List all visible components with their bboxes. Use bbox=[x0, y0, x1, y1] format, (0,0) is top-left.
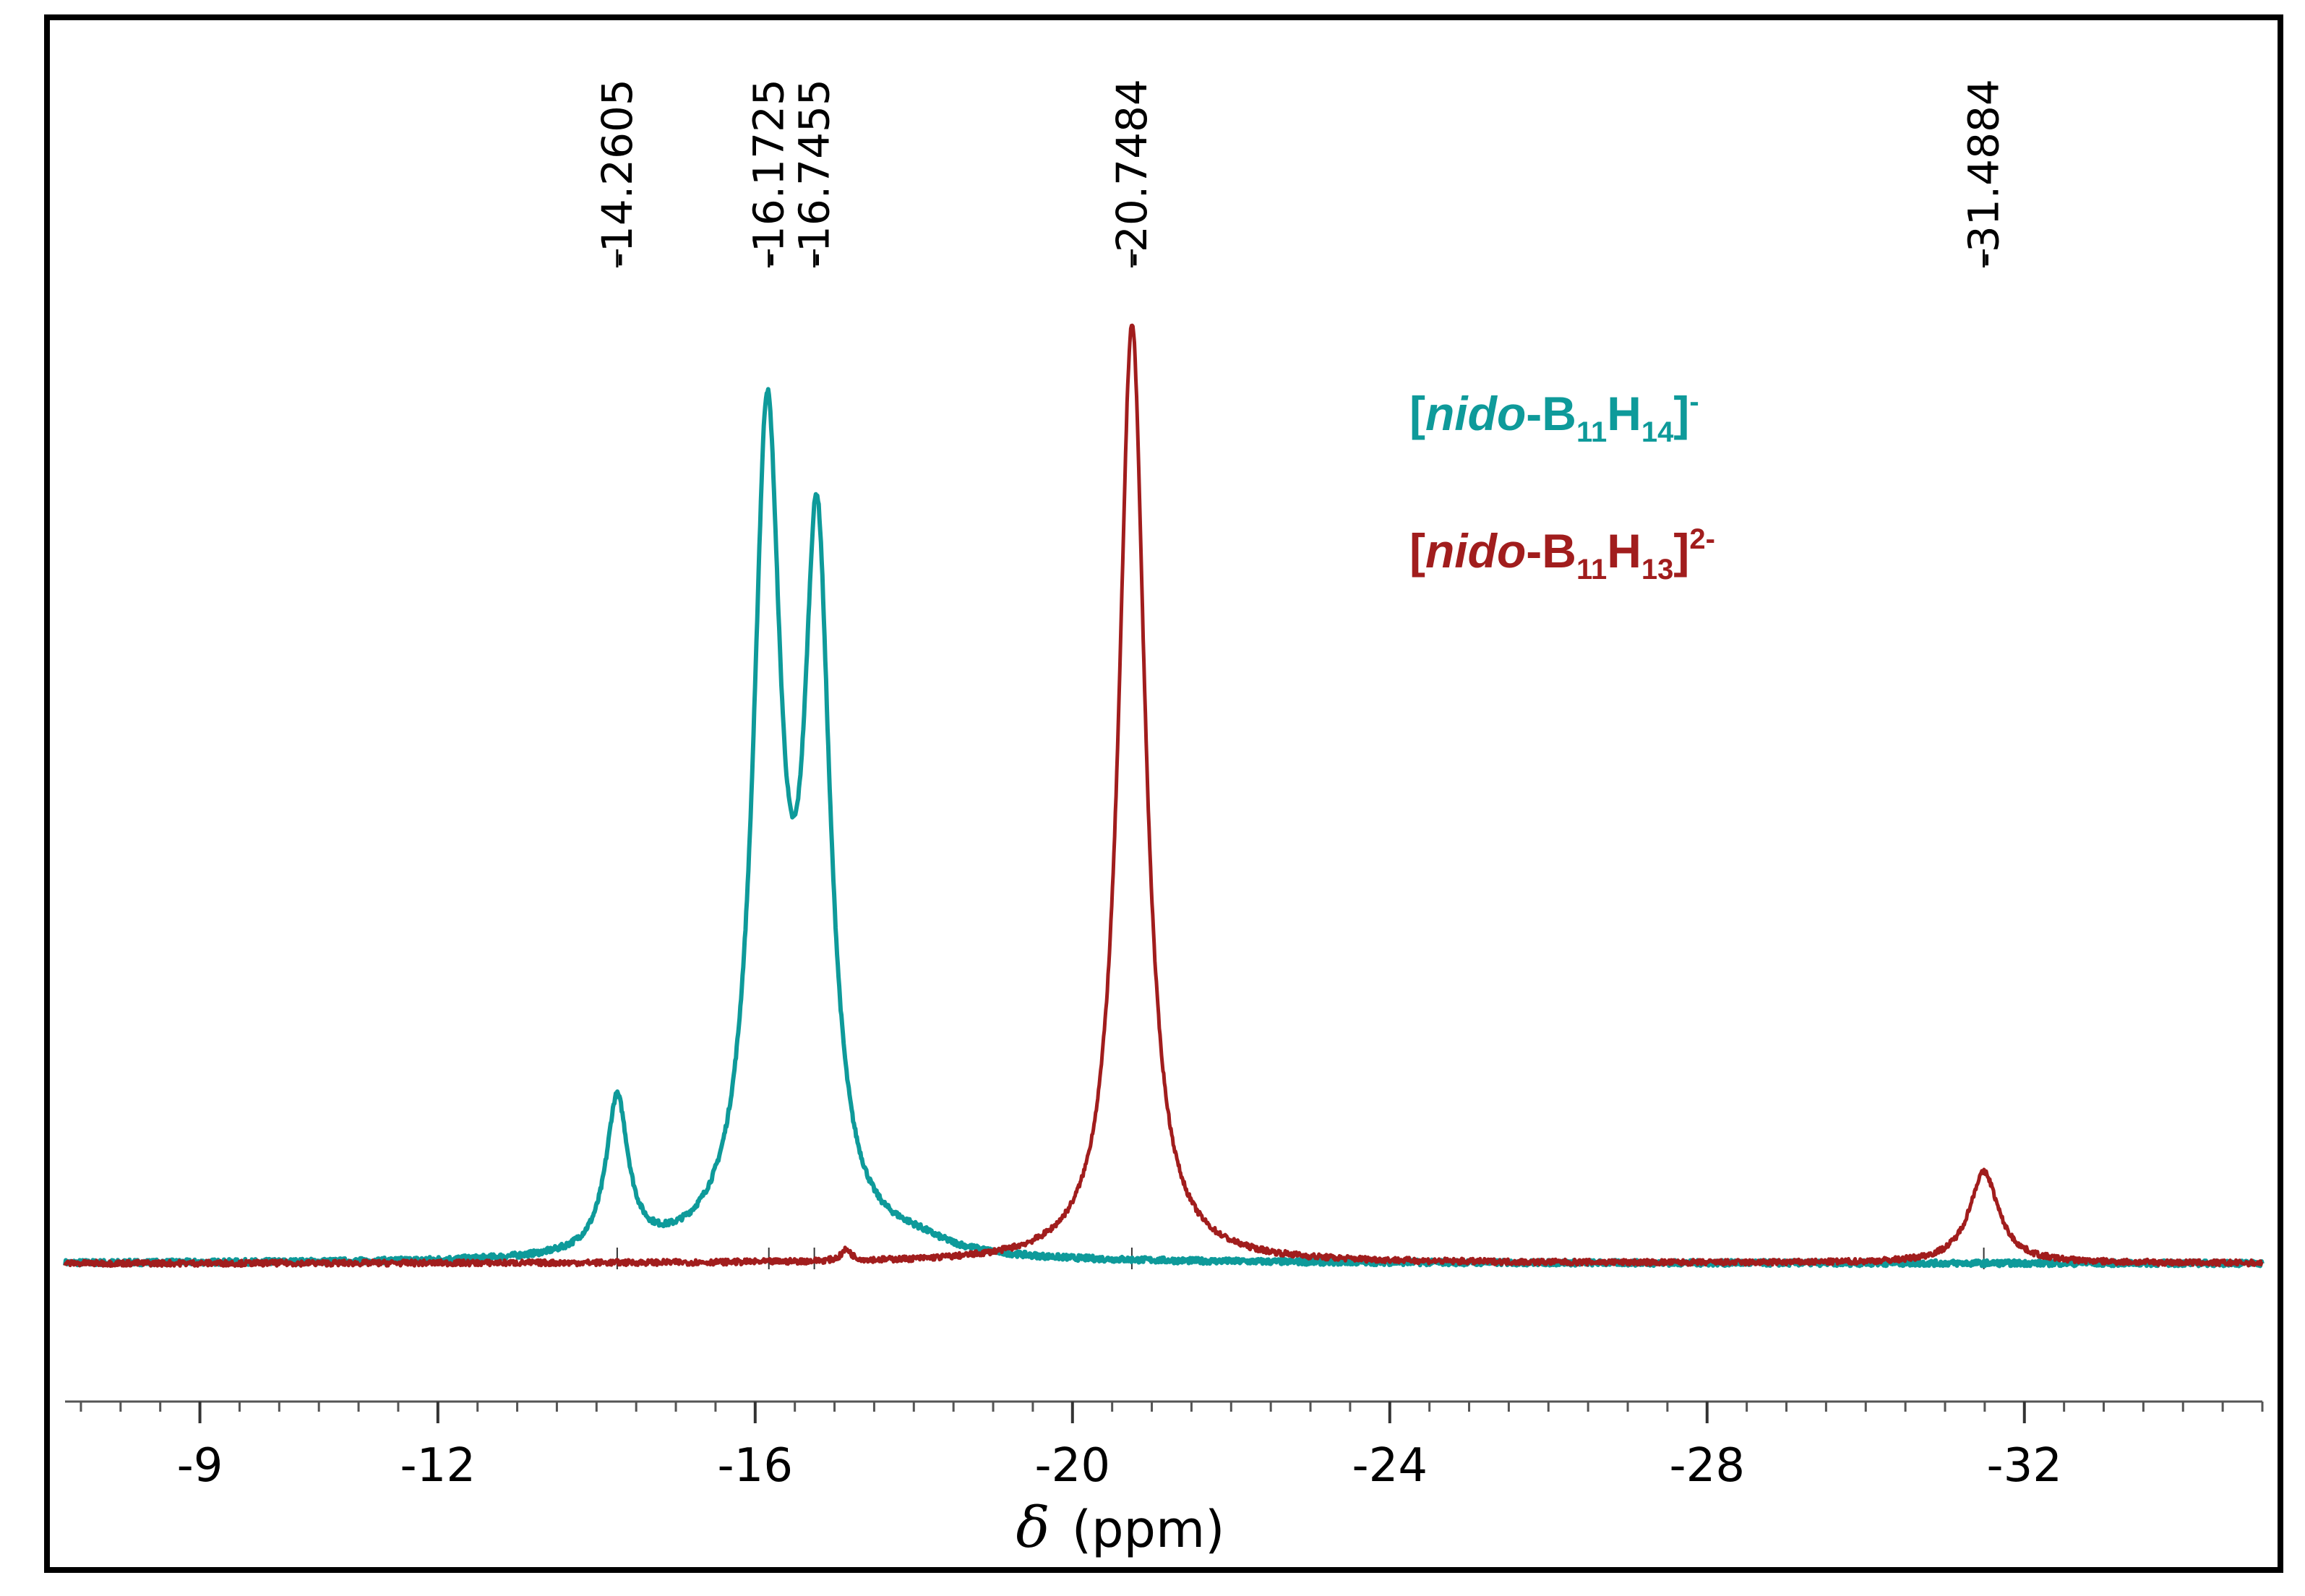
legend-b11h14-sub2: 14 bbox=[1641, 416, 1674, 448]
legend-b11h14-prefix: nido bbox=[1425, 387, 1526, 440]
legend-b11h13-prefix: nido bbox=[1425, 524, 1526, 578]
peak-label: -16.1725 bbox=[744, 79, 794, 267]
peak-label: -20.7484 bbox=[1107, 79, 1156, 267]
legend-b11h14-open: [ bbox=[1409, 387, 1425, 440]
legend-item-b11h14: [nido-B11H14]- bbox=[1409, 386, 1699, 448]
x-axis-unit: (ppm) bbox=[1072, 1500, 1225, 1559]
legend-b11h13-h: H bbox=[1607, 524, 1641, 578]
x-tick-label: -32 bbox=[1986, 1439, 2062, 1493]
legend-b11h14-sub1: 11 bbox=[1576, 416, 1607, 448]
legend-b11h14-close: ] bbox=[1673, 387, 1689, 440]
legend: [nido-B11H14]- [nido-B11H13]2- bbox=[1409, 386, 1715, 585]
spectrum-series bbox=[63, 323, 2265, 1269]
legend-b11h13-open: [ bbox=[1409, 524, 1425, 578]
legend-b11h13-dash: -B bbox=[1526, 524, 1576, 578]
figure-frame bbox=[44, 14, 2283, 1573]
x-tick-label: -16 bbox=[718, 1439, 794, 1493]
legend-b11h14-dash: -B bbox=[1526, 387, 1576, 440]
x-axis-ticks: -9 -12 -16 -20 -24 -28 -32 bbox=[80, 1402, 2264, 1493]
peak-label: -31.4884 bbox=[1960, 79, 2009, 267]
legend-b11h13-sub1: 11 bbox=[1576, 554, 1607, 585]
legend-b11h13-sub2: 13 bbox=[1641, 554, 1674, 585]
peak-label: -16.7455 bbox=[790, 79, 839, 267]
x-tick-label: -24 bbox=[1352, 1439, 1428, 1493]
legend-b11h13-sup: 2- bbox=[1689, 523, 1715, 555]
legend-b11h14-h: H bbox=[1607, 387, 1641, 440]
x-tick-label: -9 bbox=[177, 1439, 223, 1493]
peak-labels: -14.2605 -16.1725-16.7455 -20.7484 -31.4884 bbox=[593, 79, 2009, 1269]
legend-b11h13-close: ] bbox=[1673, 524, 1689, 578]
x-tick-label: -28 bbox=[1670, 1439, 1746, 1493]
legend-b11h14-sup: - bbox=[1689, 386, 1699, 418]
x-axis-symbol: δ bbox=[1016, 1496, 1050, 1561]
legend-item-b11h13: [nido-B11H13]2- bbox=[1409, 523, 1715, 585]
x-tick-label: -20 bbox=[1035, 1439, 1111, 1493]
peak-label: -14.2605 bbox=[593, 79, 642, 267]
series-line-1 bbox=[63, 323, 2264, 1269]
x-tick-label: -12 bbox=[400, 1439, 476, 1493]
x-axis-title: δ (ppm) bbox=[1016, 1496, 1225, 1561]
